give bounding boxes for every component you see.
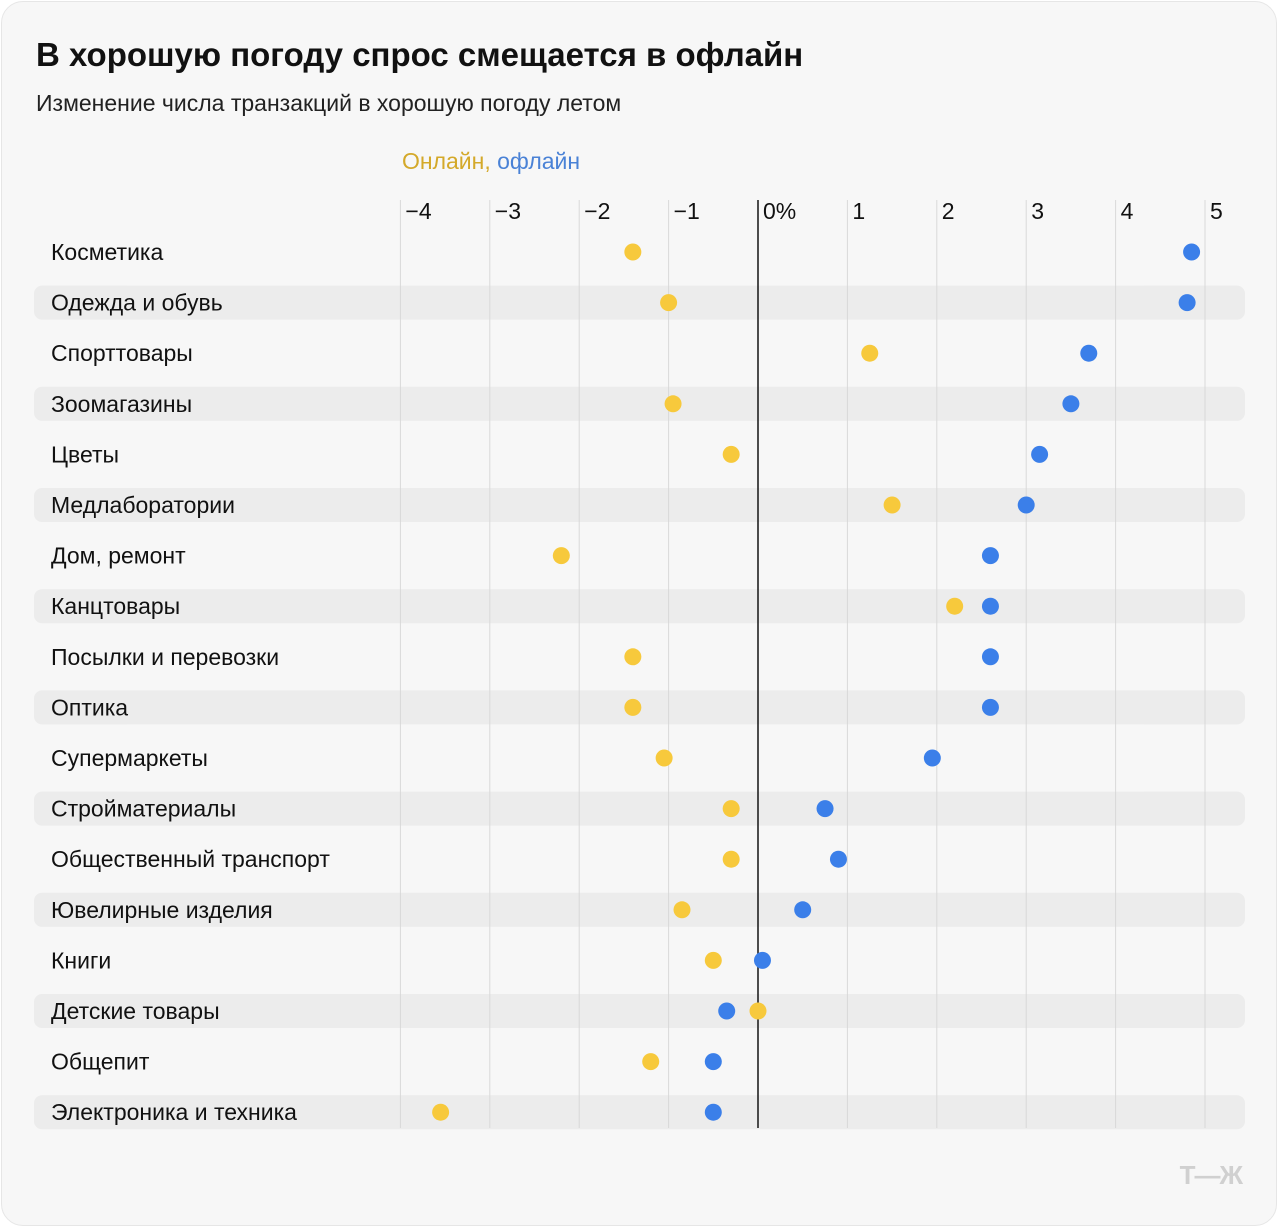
category-label: Спорттовары bbox=[51, 340, 193, 366]
x-tick-label: −1 bbox=[674, 198, 700, 224]
legend-offline: офлайн bbox=[497, 148, 581, 174]
offline-dot bbox=[1178, 294, 1196, 312]
category-label: Канцтовары bbox=[51, 593, 180, 619]
category-label: Косметика bbox=[51, 239, 163, 265]
offline-dot bbox=[1062, 395, 1080, 413]
offline-dot bbox=[753, 951, 771, 969]
offline-dot bbox=[1183, 243, 1201, 261]
category-label: Зоомагазины bbox=[51, 391, 192, 417]
row-stripe bbox=[34, 791, 1245, 826]
offline-dot bbox=[794, 901, 812, 919]
x-tick-label: 0% bbox=[763, 198, 796, 224]
category-label: Одежда и обувь bbox=[51, 290, 223, 316]
x-tick-label: 2 bbox=[942, 198, 955, 224]
category-label: Электроника и техника bbox=[51, 1099, 297, 1125]
offline-dot bbox=[1080, 344, 1098, 362]
x-tick-label: −2 bbox=[584, 198, 610, 224]
category-label: Общепит bbox=[51, 1049, 150, 1075]
x-tick-label: 1 bbox=[852, 198, 865, 224]
offline-dot bbox=[1017, 496, 1035, 514]
category-label: Супермаркеты bbox=[51, 745, 208, 771]
online-dot bbox=[946, 597, 964, 615]
category-label: Детские товары bbox=[51, 998, 220, 1024]
row-stripe bbox=[34, 1095, 1245, 1130]
offline-dot bbox=[704, 1053, 722, 1071]
online-dot bbox=[552, 547, 570, 565]
category-label: Книги bbox=[51, 947, 111, 973]
online-dot bbox=[642, 1053, 660, 1071]
online-dot bbox=[655, 749, 673, 767]
row-stripe bbox=[34, 589, 1245, 624]
category-label: Дом, ремонт bbox=[51, 543, 186, 569]
offline-dot bbox=[829, 850, 847, 868]
x-tick-label: −3 bbox=[495, 198, 521, 224]
online-dot bbox=[664, 395, 682, 413]
row-stripe bbox=[34, 285, 1245, 320]
category-label: Стройматериалы bbox=[51, 796, 236, 822]
category-label: Ювелирные изделия bbox=[51, 897, 273, 923]
offline-dot bbox=[718, 1002, 736, 1020]
offline-dot bbox=[981, 597, 999, 615]
x-tick-label: −4 bbox=[405, 198, 431, 224]
online-dot bbox=[883, 496, 901, 514]
online-dot bbox=[861, 344, 879, 362]
offline-dot bbox=[981, 698, 999, 716]
online-dot bbox=[722, 850, 740, 868]
category-label: Медлаборатории bbox=[51, 492, 235, 518]
category-label: Оптика bbox=[51, 694, 128, 720]
online-dot bbox=[749, 1002, 767, 1020]
row-stripe bbox=[34, 994, 1245, 1028]
row-stripe bbox=[34, 386, 1245, 421]
chart-title: В хорошую погоду спрос смещается в офлай… bbox=[36, 36, 804, 73]
category-label: Посылки и перевозки bbox=[51, 644, 279, 670]
offline-dot bbox=[981, 648, 999, 666]
online-dot bbox=[673, 901, 691, 919]
x-tick-label: 3 bbox=[1031, 198, 1044, 224]
offline-dot bbox=[816, 800, 834, 818]
legend-online: Онлайн, bbox=[402, 148, 491, 174]
chart-subtitle: Изменение числа транзакций в хорошую пог… bbox=[36, 90, 622, 116]
offline-dot bbox=[704, 1103, 722, 1121]
online-dot bbox=[704, 951, 722, 969]
legend: Онлайн, офлайн bbox=[402, 148, 580, 175]
online-dot bbox=[624, 243, 642, 261]
offline-dot bbox=[1031, 445, 1049, 463]
category-label: Общественный транспорт bbox=[51, 846, 330, 872]
online-dot bbox=[624, 698, 642, 716]
online-dot bbox=[660, 294, 678, 312]
offline-dot bbox=[923, 749, 941, 767]
x-tick-label: 4 bbox=[1121, 198, 1134, 224]
online-dot bbox=[432, 1103, 450, 1121]
tj-logo: Т—Ж bbox=[1179, 1160, 1243, 1190]
online-dot bbox=[722, 445, 740, 463]
online-dot bbox=[722, 800, 740, 818]
offline-dot bbox=[981, 547, 999, 565]
x-tick-label: 5 bbox=[1210, 198, 1223, 224]
category-label: Цветы bbox=[51, 441, 119, 467]
row-stripe bbox=[34, 488, 1245, 522]
row-stripe bbox=[34, 892, 1245, 927]
online-dot bbox=[624, 648, 642, 666]
